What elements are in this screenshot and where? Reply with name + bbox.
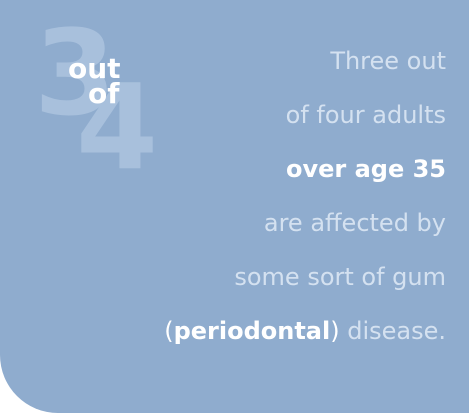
open-paren: ( <box>164 317 174 345</box>
statement-line-1: Three out <box>330 47 446 75</box>
statement-line-6: (periodontal) disease. <box>66 304 446 358</box>
statement-line-4: are affected by <box>263 209 446 237</box>
periodontal-term: periodontal <box>173 317 331 345</box>
close-paren: ) <box>330 317 340 345</box>
numeral-three: 3 <box>34 4 117 142</box>
statement-line-3: over age 35 <box>66 142 446 196</box>
numeral-four: 4 <box>76 58 159 196</box>
statistic-statement: Three out of four adults over age 35 are… <box>66 34 446 358</box>
age-emphasis: over age 35 <box>285 155 446 183</box>
disease-text: disease. <box>339 317 446 345</box>
word-of: of <box>88 77 120 110</box>
word-out: out <box>68 52 121 85</box>
statement-line-5: some sort of gum <box>234 263 446 291</box>
statement-line-2: of four adults <box>285 101 446 129</box>
